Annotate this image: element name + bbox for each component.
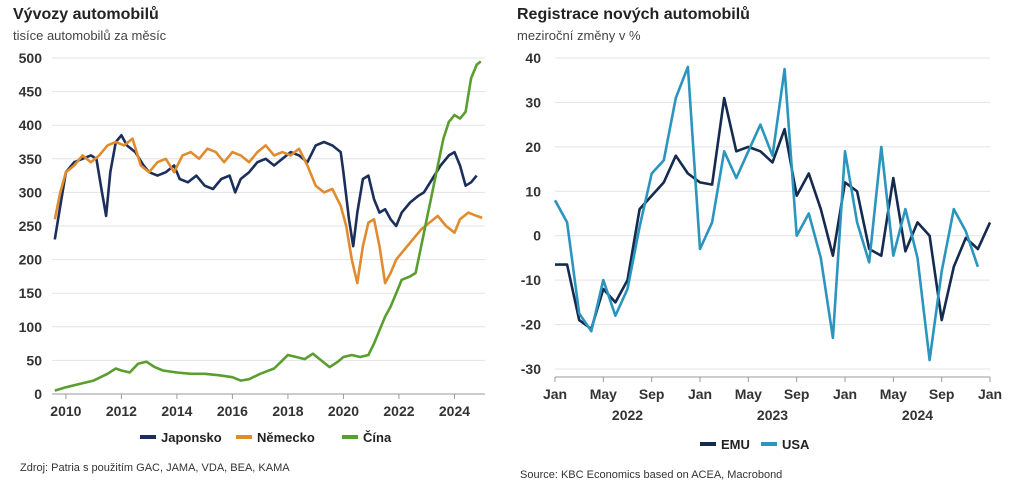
series-line-cina xyxy=(54,60,482,392)
y-tick-label: 40 xyxy=(525,50,541,66)
x-tick-label: Jan xyxy=(543,386,567,402)
legend-label-japonsko: Japonsko xyxy=(161,430,222,445)
legend-label-cina: Čína xyxy=(363,430,392,445)
legend-label-nemecko: Německo xyxy=(257,430,315,445)
y-tick-label: 10 xyxy=(525,183,541,199)
y-tick-label: 300 xyxy=(19,184,43,200)
x-tick-label: 2024 xyxy=(439,403,470,419)
x-tick-label: Sep xyxy=(639,386,665,402)
left-chart-title: Vývozy automobilů xyxy=(13,6,159,23)
series-line-emu xyxy=(555,96,992,331)
x-tick-label: 2012 xyxy=(106,403,137,419)
series-line-nemecko xyxy=(53,137,483,285)
left-chart-source: Zdroj: Patria s použitím GAC, JAMA, VDA,… xyxy=(20,462,290,474)
y-tick-label: 0 xyxy=(533,228,541,244)
x-tick-label: 2010 xyxy=(50,403,81,419)
y-tick-label: 450 xyxy=(19,84,43,100)
x-tick-label: Sep xyxy=(929,386,955,402)
x-year-label: 2022 xyxy=(612,407,643,423)
legend-label-usa: USA xyxy=(782,437,810,452)
x-tick-label: Jan xyxy=(688,386,712,402)
left-chart-panel: Vývozy automobilů tisíce automobilů za m… xyxy=(0,0,500,500)
left-chart-plot: 0 50 100 150 200 250 300 350 400 450 500 2010 2012 20… xyxy=(19,50,485,445)
series-line-usa xyxy=(553,65,980,362)
y-tick-label: 150 xyxy=(19,285,43,301)
x-tick-label: 2018 xyxy=(272,403,303,419)
y-tick-label: 100 xyxy=(19,319,43,335)
y-tick-label: 250 xyxy=(19,218,43,234)
x-tick-label: 2016 xyxy=(217,403,248,419)
right-chart-plot: -30 -20 -10 0 10 20 30 40 Jan May Sep Jan May Sep Jan M… xyxy=(521,50,1002,452)
x-tick-label: Jan xyxy=(833,386,857,402)
y-tick-label: 200 xyxy=(19,252,43,268)
x-tick-label: May xyxy=(735,386,762,402)
left-chart-subtitle: tisíce automobilů za měsíc xyxy=(13,28,167,43)
x-tick-label: Sep xyxy=(784,386,810,402)
x-year-label: 2024 xyxy=(902,407,933,423)
y-tick-label: -10 xyxy=(521,272,541,288)
y-tick-label: 50 xyxy=(26,352,42,368)
x-tick-label: 2014 xyxy=(161,403,192,419)
x-tick-label: May xyxy=(880,386,907,402)
y-tick-label: 400 xyxy=(19,117,43,133)
right-chart-source: Source: KBC Economics based on ACEA, Mac… xyxy=(520,469,783,481)
x-tick-label: Jan xyxy=(978,386,1002,402)
y-tick-label: 30 xyxy=(525,94,541,110)
x-tick-label: 2020 xyxy=(328,403,359,419)
series-line-japonsko xyxy=(53,134,478,248)
y-tick-label: -20 xyxy=(521,317,541,333)
right-chart-subtitle: meziroční změny v % xyxy=(517,28,641,43)
right-chart-panel: Registrace nových automobilů meziroční z… xyxy=(505,0,1024,500)
y-tick-label: -30 xyxy=(521,361,541,377)
legend-label-emu: EMU xyxy=(721,437,750,452)
right-chart-title: Registrace nových automobilů xyxy=(517,6,750,23)
y-tick-label: 350 xyxy=(19,151,43,167)
y-tick-label: 0 xyxy=(34,386,42,402)
y-tick-label: 20 xyxy=(525,139,541,155)
x-tick-label: 2022 xyxy=(383,403,414,419)
x-year-label: 2023 xyxy=(757,407,788,423)
y-tick-label: 500 xyxy=(19,50,43,66)
x-tick-label: May xyxy=(590,386,617,402)
